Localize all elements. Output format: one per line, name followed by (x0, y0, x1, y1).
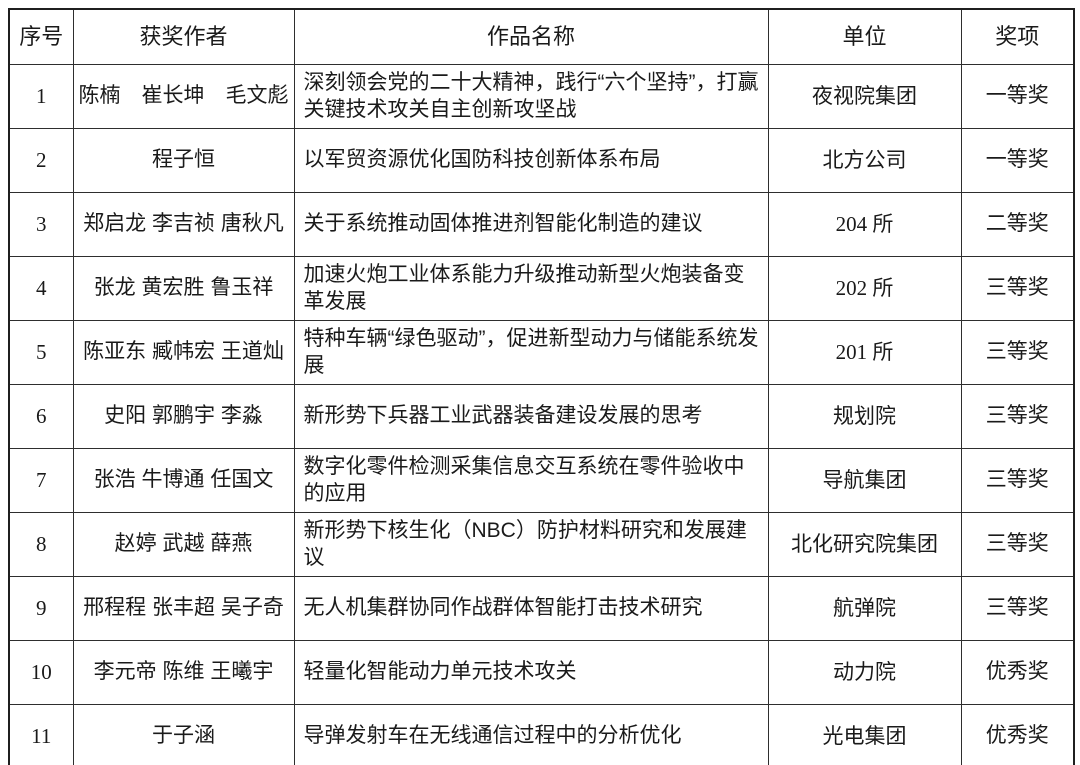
cell-no: 4 (8, 256, 74, 321)
cell-title: 新形势下核生化（NBC）防护材料研究和发展建议 (293, 512, 769, 577)
table-row: 4 张龙 黄宏胜 鲁玉祥 加速火炮工业体系能力升级推动新型火炮装备变革发展 20… (8, 256, 1075, 321)
table-row: 10 李元帝 陈维 王曦宇 轻量化智能动力单元技术攻关 动力院 优秀奖 (8, 640, 1075, 705)
cell-unit: 动力院 (767, 640, 962, 705)
table-row: 11 于子涵 导弹发射车在无线通信过程中的分析优化 光电集团 优秀奖 (8, 704, 1075, 765)
cell-award: 一等奖 (960, 128, 1075, 193)
cell-no: 11 (8, 704, 74, 765)
cell-award: 三等奖 (960, 576, 1075, 641)
header-award: 奖项 (960, 8, 1075, 65)
header-unit: 单位 (767, 8, 962, 65)
cell-authors: 郑启龙 李吉祯 唐秋凡 (72, 192, 295, 257)
cell-authors: 李元帝 陈维 王曦宇 (72, 640, 295, 705)
table-row: 7 张浩 牛博通 任国文 数字化零件检测采集信息交互系统在零件验收中的应用 导航… (8, 448, 1075, 513)
cell-no: 8 (8, 512, 74, 577)
cell-title: 导弹发射车在无线通信过程中的分析优化 (293, 704, 769, 765)
cell-unit: 航弹院 (767, 576, 962, 641)
cell-no: 3 (8, 192, 74, 257)
cell-unit: 光电集团 (767, 704, 962, 765)
cell-award: 优秀奖 (960, 704, 1075, 765)
cell-unit: 202 所 (767, 256, 962, 321)
cell-title: 加速火炮工业体系能力升级推动新型火炮装备变革发展 (293, 256, 769, 321)
cell-no: 10 (8, 640, 74, 705)
cell-title: 特种车辆“绿色驱动”，促进新型动力与储能系统发展 (293, 320, 769, 385)
cell-title: 深刻领会党的二十大精神，践行“六个坚持”，打赢关键技术攻关自主创新攻坚战 (293, 64, 769, 129)
cell-no: 5 (8, 320, 74, 385)
cell-award: 优秀奖 (960, 640, 1075, 705)
cell-no: 7 (8, 448, 74, 513)
cell-award: 三等奖 (960, 448, 1075, 513)
cell-unit: 北方公司 (767, 128, 962, 193)
cell-authors: 于子涵 (72, 704, 295, 765)
cell-authors: 程子恒 (72, 128, 295, 193)
table-row: 1 陈楠 崔长坤 毛文彪 深刻领会党的二十大精神，践行“六个坚持”，打赢关键技术… (8, 64, 1075, 129)
cell-unit: 规划院 (767, 384, 962, 449)
cell-award: 二等奖 (960, 192, 1075, 257)
cell-award: 一等奖 (960, 64, 1075, 129)
cell-title: 以军贸资源优化国防科技创新体系布局 (293, 128, 769, 193)
table-row: 2 程子恒 以军贸资源优化国防科技创新体系布局 北方公司 一等奖 (8, 128, 1075, 193)
awards-table: 序号 获奖作者 作品名称 单位 奖项 1 陈楠 崔长坤 毛文彪 深刻领会党的二十… (8, 8, 1075, 765)
cell-authors: 陈楠 崔长坤 毛文彪 (72, 64, 295, 129)
cell-title: 轻量化智能动力单元技术攻关 (293, 640, 769, 705)
cell-award: 三等奖 (960, 384, 1075, 449)
cell-title: 关于系统推动固体推进剂智能化制造的建议 (293, 192, 769, 257)
table-row: 8 赵婷 武越 薛燕 新形势下核生化（NBC）防护材料研究和发展建议 北化研究院… (8, 512, 1075, 577)
header-authors: 获奖作者 (72, 8, 295, 65)
table-row: 6 史阳 郭鹏宇 李淼 新形势下兵器工业武器装备建设发展的思考 规划院 三等奖 (8, 384, 1075, 449)
cell-authors: 张龙 黄宏胜 鲁玉祥 (72, 256, 295, 321)
cell-authors: 张浩 牛博通 任国文 (72, 448, 295, 513)
cell-authors: 赵婷 武越 薛燕 (72, 512, 295, 577)
cell-award: 三等奖 (960, 512, 1075, 577)
cell-unit: 夜视院集团 (767, 64, 962, 129)
cell-award: 三等奖 (960, 320, 1075, 385)
cell-authors: 史阳 郭鹏宇 李淼 (72, 384, 295, 449)
header-no: 序号 (8, 8, 74, 65)
cell-title: 数字化零件检测采集信息交互系统在零件验收中的应用 (293, 448, 769, 513)
cell-unit: 201 所 (767, 320, 962, 385)
cell-no: 2 (8, 128, 74, 193)
cell-unit: 导航集团 (767, 448, 962, 513)
cell-authors: 邢程程 张丰超 吴子奇 (72, 576, 295, 641)
cell-no: 9 (8, 576, 74, 641)
cell-no: 1 (8, 64, 74, 129)
table-row: 3 郑启龙 李吉祯 唐秋凡 关于系统推动固体推进剂智能化制造的建议 204 所 … (8, 192, 1075, 257)
header-row: 序号 获奖作者 作品名称 单位 奖项 (8, 8, 1075, 65)
cell-authors: 陈亚东 臧帏宏 王道灿 (72, 320, 295, 385)
cell-unit: 204 所 (767, 192, 962, 257)
cell-no: 6 (8, 384, 74, 449)
table-row: 9 邢程程 张丰超 吴子奇 无人机集群协同作战群体智能打击技术研究 航弹院 三等… (8, 576, 1075, 641)
cell-unit: 北化研究院集团 (767, 512, 962, 577)
cell-title: 无人机集群协同作战群体智能打击技术研究 (293, 576, 769, 641)
table-row: 5 陈亚东 臧帏宏 王道灿 特种车辆“绿色驱动”，促进新型动力与储能系统发展 2… (8, 320, 1075, 385)
cell-title: 新形势下兵器工业武器装备建设发展的思考 (293, 384, 769, 449)
header-title: 作品名称 (293, 8, 769, 65)
cell-award: 三等奖 (960, 256, 1075, 321)
